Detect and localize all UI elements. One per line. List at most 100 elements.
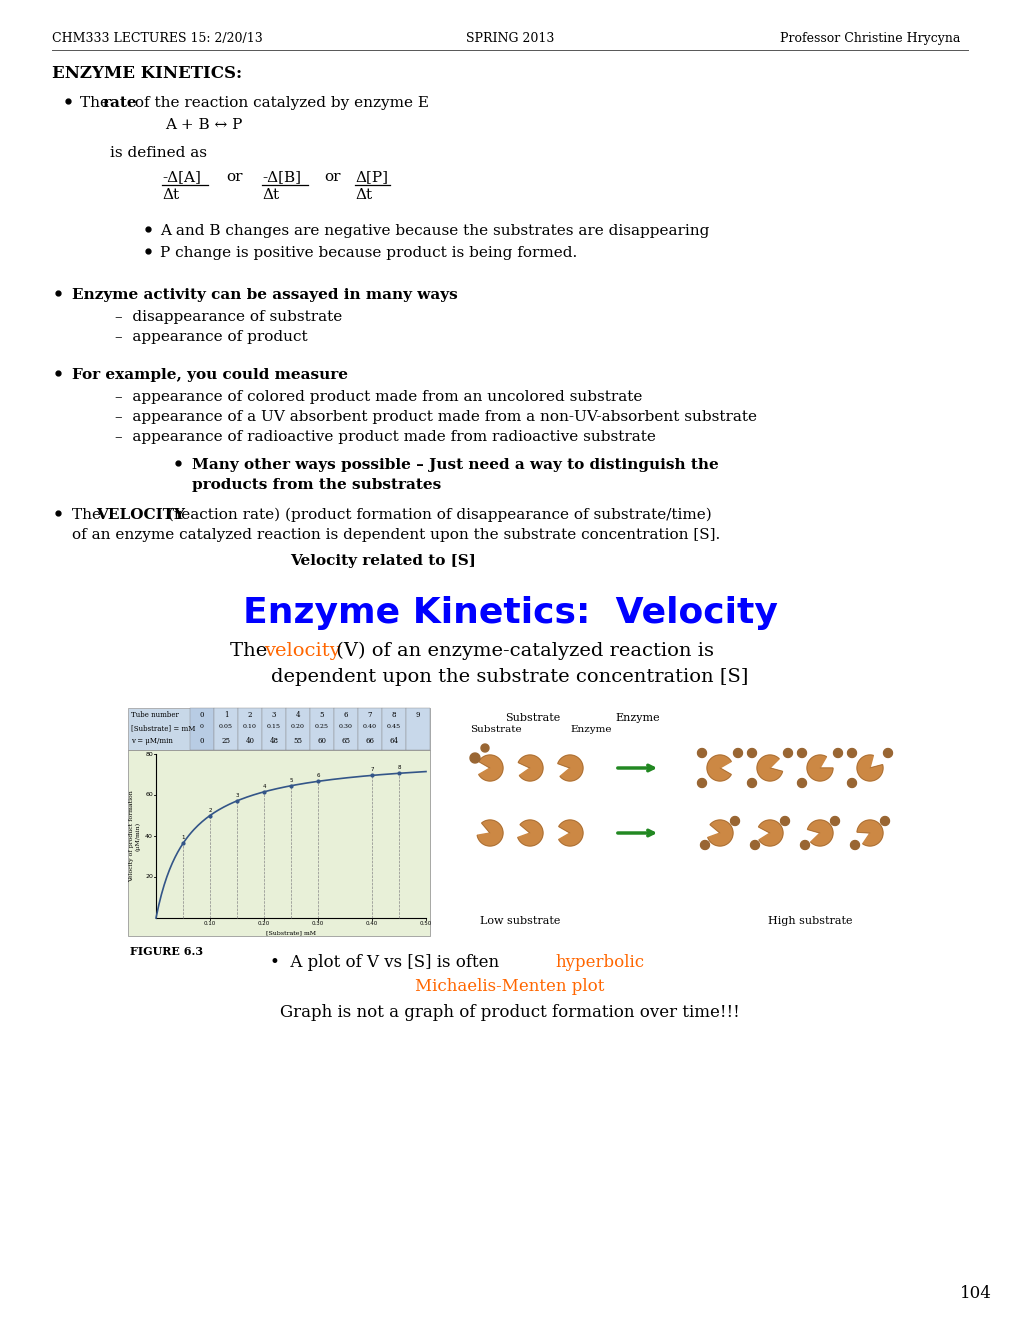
Text: or: or	[226, 170, 243, 183]
Polygon shape	[707, 820, 733, 846]
Text: 0.50: 0.50	[420, 921, 432, 927]
Text: products from the substrates: products from the substrates	[192, 478, 441, 492]
Text: 0: 0	[200, 711, 204, 719]
Text: 0.10: 0.10	[204, 921, 216, 927]
Polygon shape	[477, 820, 502, 846]
Text: FIGURE 6.3: FIGURE 6.3	[129, 946, 203, 957]
Text: [Substrate] = mM: [Substrate] = mM	[130, 723, 196, 733]
Text: 1: 1	[223, 711, 228, 719]
Polygon shape	[807, 820, 833, 846]
Text: Δt: Δt	[162, 187, 179, 202]
Text: 40: 40	[246, 737, 255, 744]
Text: 0.20: 0.20	[290, 723, 305, 729]
Text: v = μM/min: v = μM/min	[130, 737, 172, 744]
Polygon shape	[747, 748, 756, 758]
Polygon shape	[747, 779, 756, 788]
Polygon shape	[697, 748, 706, 758]
FancyBboxPatch shape	[358, 708, 382, 750]
Polygon shape	[697, 779, 706, 788]
Polygon shape	[730, 817, 739, 825]
Polygon shape	[847, 779, 856, 788]
FancyBboxPatch shape	[262, 708, 285, 750]
Polygon shape	[481, 744, 488, 752]
Text: 0.20: 0.20	[258, 921, 270, 927]
FancyBboxPatch shape	[285, 708, 310, 750]
Text: •  A plot of V vs [S] is often: • A plot of V vs [S] is often	[270, 954, 503, 972]
Text: velocity: velocity	[264, 642, 340, 660]
Text: CHM333 LECTURES 15: 2/20/13: CHM333 LECTURES 15: 2/20/13	[52, 32, 263, 45]
Text: –  appearance of radioactive product made from radioactive substrate: – appearance of radioactive product made…	[115, 430, 655, 444]
Text: –  appearance of a UV absorbent product made from a non-UV-absorbent substrate: – appearance of a UV absorbent product m…	[115, 411, 756, 424]
Text: 0: 0	[200, 723, 204, 729]
Text: 0.05: 0.05	[219, 723, 232, 729]
Text: 5: 5	[289, 777, 292, 783]
Text: –  disappearance of substrate: – disappearance of substrate	[115, 310, 342, 323]
Polygon shape	[833, 748, 842, 758]
Text: 0.10: 0.10	[243, 723, 257, 729]
Polygon shape	[470, 752, 480, 763]
Polygon shape	[829, 817, 839, 825]
Text: rate: rate	[103, 96, 138, 110]
Polygon shape	[806, 755, 833, 781]
Text: 5: 5	[319, 711, 324, 719]
Text: 8: 8	[396, 766, 400, 771]
Polygon shape	[856, 820, 882, 846]
Text: Enzyme Kinetics:  Velocity: Enzyme Kinetics: Velocity	[243, 597, 776, 630]
Text: –  appearance of product: – appearance of product	[115, 330, 308, 345]
Text: The: The	[229, 642, 273, 660]
FancyBboxPatch shape	[127, 750, 430, 936]
Text: Tube number: Tube number	[130, 711, 178, 719]
Text: Enzyme: Enzyme	[570, 725, 611, 734]
Text: 2: 2	[248, 711, 252, 719]
FancyBboxPatch shape	[406, 708, 430, 750]
Polygon shape	[518, 755, 542, 781]
Text: 60: 60	[317, 737, 326, 744]
Text: Substrate: Substrate	[504, 713, 559, 723]
Text: 65: 65	[341, 737, 351, 744]
FancyBboxPatch shape	[333, 708, 358, 750]
FancyBboxPatch shape	[127, 708, 430, 750]
Polygon shape	[478, 755, 502, 781]
Text: Velocity of product formation
(μM/min): Velocity of product formation (μM/min)	[129, 791, 141, 882]
Polygon shape	[879, 817, 889, 825]
Text: Δ[P]: Δ[P]	[355, 170, 387, 183]
Text: Many other ways possible – Just need a way to distinguish the: Many other ways possible – Just need a w…	[192, 458, 718, 473]
Text: Δt: Δt	[355, 187, 372, 202]
Text: 0.40: 0.40	[366, 921, 378, 927]
Polygon shape	[557, 755, 583, 781]
Polygon shape	[847, 748, 856, 758]
FancyBboxPatch shape	[214, 708, 237, 750]
Text: 80: 80	[145, 751, 153, 756]
Polygon shape	[856, 755, 882, 781]
Polygon shape	[518, 820, 542, 846]
Text: The: The	[72, 508, 106, 521]
Text: is defined as: is defined as	[110, 147, 207, 160]
Text: Low substrate: Low substrate	[479, 916, 559, 927]
Polygon shape	[882, 748, 892, 758]
Text: VELOCITY: VELOCITY	[96, 508, 184, 521]
Polygon shape	[756, 755, 782, 781]
Text: 0.25: 0.25	[315, 723, 329, 729]
Text: (V) of an enzyme-catalyzed reaction is: (V) of an enzyme-catalyzed reaction is	[330, 642, 713, 660]
Text: Substrate: Substrate	[470, 725, 521, 734]
Text: 55: 55	[293, 737, 303, 744]
FancyBboxPatch shape	[190, 708, 214, 750]
Text: A and B changes are negative because the substrates are disappearing: A and B changes are negative because the…	[160, 224, 708, 238]
Text: 40: 40	[145, 833, 153, 838]
Text: 0.30: 0.30	[338, 723, 353, 729]
Text: 3: 3	[271, 711, 276, 719]
Text: Enzyme activity can be assayed in many ways: Enzyme activity can be assayed in many w…	[72, 288, 458, 302]
Text: 2: 2	[208, 808, 212, 813]
Text: A + B ↔ P: A + B ↔ P	[165, 117, 243, 132]
Text: Enzyme: Enzyme	[614, 713, 659, 723]
Text: of an enzyme catalyzed reaction is dependent upon the substrate concentration [S: of an enzyme catalyzed reaction is depen…	[72, 528, 719, 543]
Text: 3: 3	[235, 793, 238, 797]
Text: 7: 7	[368, 711, 372, 719]
Polygon shape	[850, 841, 859, 850]
Polygon shape	[783, 748, 792, 758]
Text: 0.45: 0.45	[386, 723, 400, 729]
Polygon shape	[706, 755, 731, 781]
Text: 6: 6	[316, 774, 319, 779]
Text: 0.15: 0.15	[267, 723, 280, 729]
Text: [Substrate] mM: [Substrate] mM	[266, 931, 316, 935]
